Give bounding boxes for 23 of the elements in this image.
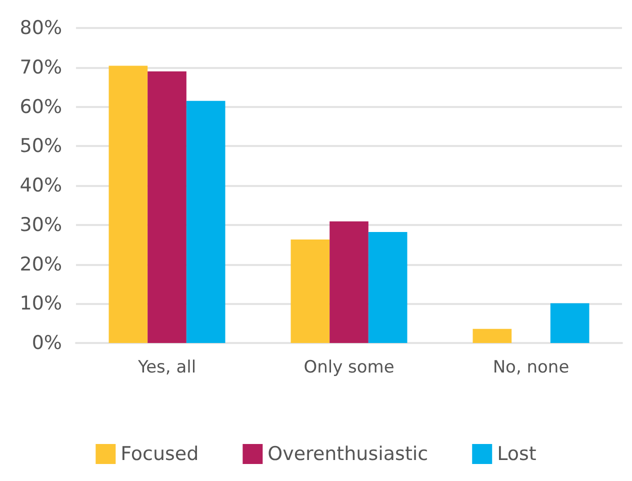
- y-tick-label: 10%: [20, 292, 62, 315]
- legend-label: Focused: [120, 443, 199, 465]
- y-tick-label: 50%: [20, 135, 62, 158]
- bar: [186, 100, 226, 343]
- legend-label: Overenthusiastic: [268, 443, 428, 465]
- y-tick-label: 20%: [20, 253, 62, 276]
- bar: [550, 303, 590, 343]
- bar: [330, 221, 368, 343]
- bar: [148, 71, 186, 343]
- bar: [472, 328, 512, 343]
- y-tick-label: 0%: [32, 332, 62, 354]
- x-tick-label: Yes, all: [136, 358, 196, 378]
- y-tick-label: 40%: [20, 174, 62, 196]
- y-tick-label: 70%: [20, 56, 62, 78]
- bar: [108, 66, 148, 343]
- bar: [290, 239, 330, 343]
- y-tick-label: 30%: [20, 214, 62, 236]
- legend-label: Lost: [497, 443, 536, 465]
- bar: [368, 232, 408, 343]
- x-tick-label: No, none: [492, 358, 570, 378]
- y-tick-label: 60%: [20, 96, 62, 118]
- x-tick-label: Only some: [304, 358, 394, 378]
- y-tick-label: 80%: [20, 17, 62, 39]
